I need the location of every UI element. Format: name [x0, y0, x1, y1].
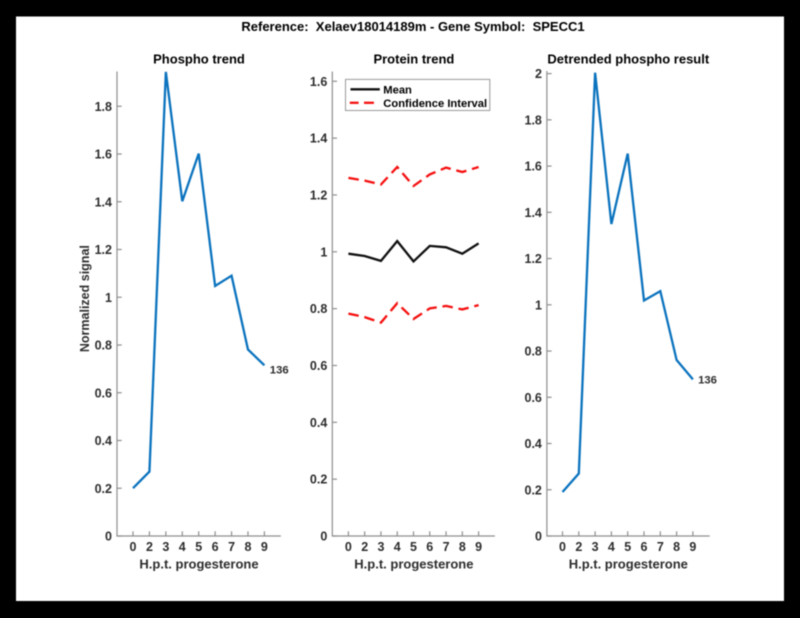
svg-text:136: 136 — [270, 365, 289, 377]
svg-text:Mean: Mean — [383, 84, 412, 96]
svg-text:0.4: 0.4 — [95, 434, 112, 448]
svg-text:2: 2 — [146, 540, 153, 554]
svg-text:H.p.t. progesterone: H.p.t. progesterone — [139, 557, 258, 572]
svg-text:0: 0 — [535, 530, 542, 544]
svg-text:0: 0 — [320, 530, 327, 544]
svg-text:3: 3 — [377, 540, 384, 554]
svg-text:Detrended phospho result: Detrended phospho result — [547, 52, 709, 67]
svg-text:1.2: 1.2 — [310, 188, 327, 202]
svg-text:5: 5 — [410, 540, 417, 554]
svg-text:Confidence Interval: Confidence Interval — [383, 98, 487, 110]
svg-text:1.4: 1.4 — [95, 195, 112, 209]
svg-text:8: 8 — [673, 540, 680, 554]
svg-text:9: 9 — [475, 540, 482, 554]
svg-text:136: 136 — [698, 375, 717, 387]
svg-text:5: 5 — [195, 540, 202, 554]
svg-text:H.p.t. progesterone: H.p.t. progesterone — [569, 557, 688, 572]
svg-text:1.6: 1.6 — [525, 160, 542, 174]
svg-text:3: 3 — [162, 540, 169, 554]
svg-text:8: 8 — [245, 540, 252, 554]
svg-text:0.4: 0.4 — [525, 437, 542, 451]
svg-text:0: 0 — [105, 530, 112, 544]
svg-text:1.2: 1.2 — [95, 243, 112, 257]
svg-text:6: 6 — [426, 540, 433, 554]
svg-text:0.2: 0.2 — [310, 473, 327, 487]
svg-text:1.4: 1.4 — [525, 206, 542, 220]
svg-text:4: 4 — [179, 540, 186, 554]
svg-text:4: 4 — [608, 540, 615, 554]
svg-text:1: 1 — [535, 298, 542, 312]
svg-text:4: 4 — [394, 540, 401, 554]
svg-text:Reference: Xelaev18014189m -: Reference: Xelaev18014189m - Gene Symbol… — [241, 19, 584, 34]
svg-text:0.8: 0.8 — [95, 339, 112, 353]
svg-text:Protein trend: Protein trend — [373, 52, 454, 67]
svg-text:1.8: 1.8 — [95, 100, 112, 114]
svg-text:0.6: 0.6 — [95, 386, 112, 400]
svg-text:2: 2 — [361, 540, 368, 554]
svg-text:9: 9 — [261, 540, 268, 554]
svg-text:1.8: 1.8 — [525, 113, 542, 127]
svg-text:1.6: 1.6 — [95, 148, 112, 162]
svg-text:Phospho trend: Phospho trend — [153, 52, 245, 67]
svg-text:7: 7 — [443, 540, 450, 554]
svg-text:1: 1 — [320, 245, 327, 259]
svg-text:0: 0 — [559, 540, 566, 554]
svg-text:8: 8 — [459, 540, 466, 554]
svg-text:0.8: 0.8 — [310, 302, 327, 316]
svg-text:0.6: 0.6 — [310, 359, 327, 373]
svg-text:1.2: 1.2 — [525, 252, 542, 266]
svg-text:2: 2 — [575, 540, 582, 554]
svg-text:1.6: 1.6 — [310, 75, 327, 89]
svg-text:1: 1 — [105, 291, 112, 305]
svg-text:0.2: 0.2 — [95, 482, 112, 496]
svg-text:0.4: 0.4 — [310, 416, 327, 430]
svg-text:0.6: 0.6 — [525, 391, 542, 405]
svg-text:0: 0 — [345, 540, 352, 554]
svg-text:Normalized signal: Normalized signal — [78, 245, 92, 352]
svg-text:H.p.t. progesterone: H.p.t. progesterone — [354, 557, 473, 572]
svg-text:1.4: 1.4 — [310, 132, 327, 146]
svg-text:6: 6 — [212, 540, 219, 554]
svg-text:5: 5 — [624, 540, 631, 554]
svg-text:6: 6 — [641, 540, 648, 554]
svg-text:7: 7 — [228, 540, 235, 554]
svg-text:0.2: 0.2 — [525, 483, 542, 497]
svg-text:9: 9 — [689, 540, 696, 554]
svg-text:2: 2 — [535, 67, 542, 81]
svg-text:3: 3 — [592, 540, 599, 554]
svg-text:0: 0 — [130, 540, 137, 554]
svg-text:7: 7 — [657, 540, 664, 554]
svg-text:0.8: 0.8 — [525, 345, 542, 359]
